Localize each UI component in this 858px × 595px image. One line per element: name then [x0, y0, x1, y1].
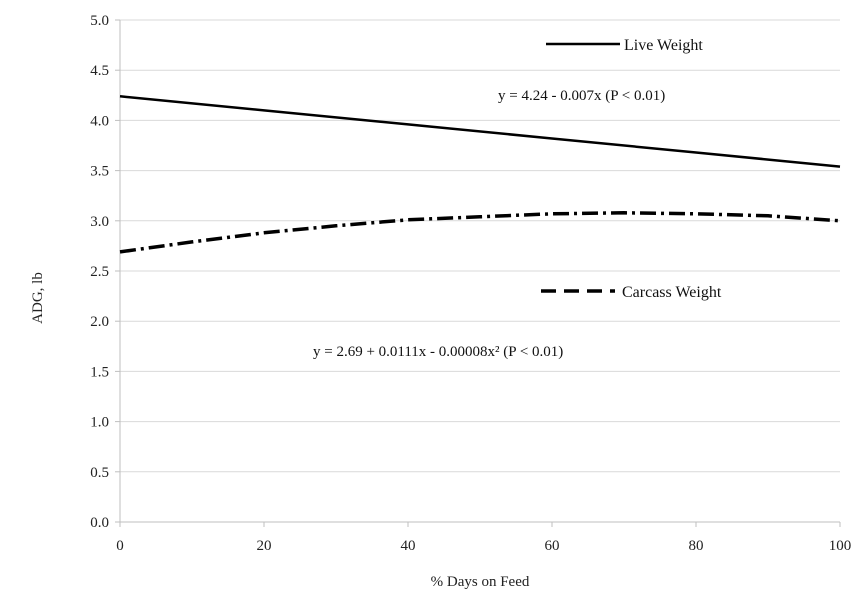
legend-carcass-weight-label: Carcass Weight [622, 284, 722, 301]
x-tick-label: 40 [401, 538, 416, 554]
carcass-weight-equation: y = 2.69 + 0.0111x - 0.00008x² (P < 0.01… [313, 344, 563, 360]
x-tick-label: 100 [829, 538, 852, 554]
y-tick-label: 4.5 [90, 63, 109, 79]
y-tick-label: 3.0 [90, 214, 109, 230]
y-tick-label: 0.5 [90, 465, 109, 481]
legend-live-weight-label: Live Weight [624, 37, 703, 54]
y-tick-label: 0.0 [90, 515, 109, 531]
y-tick-label: 1.5 [90, 364, 109, 380]
x-tick-label: 80 [689, 538, 704, 554]
legend-live-weight: Live Weight [546, 37, 703, 54]
y-tick-label: 3.5 [90, 164, 109, 180]
x-axis-title: % Days on Feed [431, 574, 530, 590]
y-tick-label: 1.0 [90, 415, 109, 431]
live-weight-equation: y = 4.24 - 0.007x (P < 0.01) [498, 88, 665, 104]
legend-carcass-weight: Carcass Weight [541, 284, 722, 301]
y-tick-label: 2.0 [90, 314, 109, 330]
x-tick-label: 0 [116, 538, 124, 554]
y-tick-label: 4.0 [90, 113, 109, 129]
x-tick-label: 60 [545, 538, 560, 554]
series-line-live-weight [119, 95, 841, 168]
y-tick-label: 5.0 [90, 13, 109, 29]
series-line-carcass-weight [119, 211, 841, 254]
axes: 0.0 0.5 1.0 1.5 2.0 2.5 3.0 3.5 4.0 4.5 5.0 0 20 40 60… [90, 13, 851, 554]
series-lines [119, 95, 841, 254]
gridlines [120, 19, 840, 473]
x-tick-label: 20 [257, 538, 272, 554]
y-tick-label: 2.5 [90, 264, 109, 280]
y-axis-title: ADG, lb [30, 272, 46, 324]
